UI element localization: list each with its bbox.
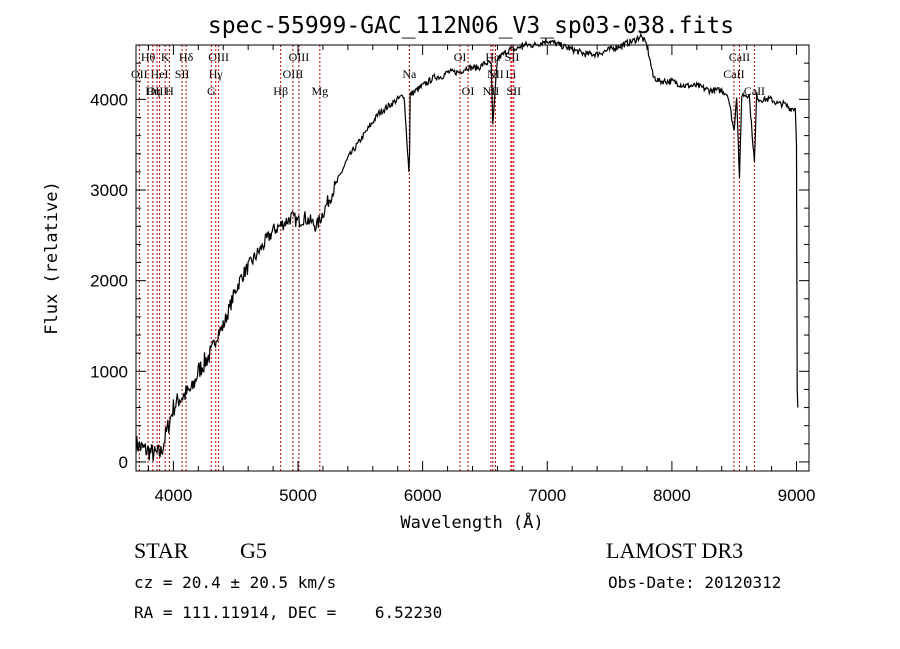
line-label: Hδ bbox=[179, 50, 194, 64]
y-axis-label: Flux (relative) bbox=[42, 181, 62, 335]
line-label: OIII bbox=[289, 50, 310, 64]
redshift-readout: cz = 20.4 ± 20.5 km/s bbox=[134, 573, 337, 592]
line-label: SII bbox=[505, 50, 520, 64]
flux-series-line bbox=[135, 32, 799, 462]
line-label: Na bbox=[402, 67, 417, 81]
line-label: NII bbox=[483, 84, 500, 98]
line-label: OI bbox=[454, 50, 467, 64]
x-tick-label: 4000 bbox=[154, 486, 192, 505]
line-label: Hθ bbox=[141, 50, 156, 64]
x-tick-label: 7000 bbox=[528, 486, 566, 505]
line-label: K bbox=[161, 50, 170, 64]
x-tick-label: 9000 bbox=[778, 486, 816, 505]
x-tick-label: 6000 bbox=[404, 486, 442, 505]
line-label: CaII bbox=[723, 67, 744, 81]
line-label: CaII bbox=[744, 84, 765, 98]
x-tick-label: 5000 bbox=[279, 486, 317, 505]
line-label: OIII bbox=[147, 84, 168, 98]
chart-title: spec-55999-GAC_112N06_V3_sp03-038.fits bbox=[208, 13, 734, 39]
line-label: OI bbox=[462, 84, 475, 98]
axis-ticks: 4000 5000 6000 7000 8000 9000 0 1000 2000 3000 400… bbox=[90, 45, 815, 505]
line-label: SII bbox=[175, 67, 190, 81]
line-label: Hη bbox=[145, 84, 160, 98]
y-tick-label: 4000 bbox=[90, 90, 128, 109]
line-label: H bbox=[165, 84, 174, 98]
line-label: OIII bbox=[283, 67, 304, 81]
object-class: STAR bbox=[134, 538, 189, 563]
y-tick-label: 0 bbox=[119, 453, 128, 472]
y-tick-label: 3000 bbox=[90, 181, 128, 200]
line-label: Hγ bbox=[209, 67, 224, 81]
line-label: G bbox=[207, 84, 216, 98]
line-label: OIII bbox=[208, 50, 229, 64]
coordinates: RA = 111.11914, DEC = 6.52230 bbox=[134, 603, 443, 622]
line-label: CaII bbox=[729, 50, 750, 64]
x-axis-label: Wavelength (Å) bbox=[400, 511, 543, 533]
x-tick-label: 8000 bbox=[653, 486, 691, 505]
y-tick-label: 2000 bbox=[90, 272, 128, 291]
line-label: SII bbox=[506, 84, 521, 98]
line-label: Hβ bbox=[273, 84, 288, 98]
plot-frame bbox=[135, 44, 810, 472]
line-label: Li bbox=[506, 67, 517, 81]
obs-date: Obs-Date: 20120312 bbox=[608, 573, 782, 592]
object-subclass: G5 bbox=[240, 538, 267, 563]
line-label: OII bbox=[131, 67, 148, 81]
line-label: Mg bbox=[311, 84, 328, 98]
y-tick-label: 1000 bbox=[90, 362, 128, 381]
survey-name: LAMOST DR3 bbox=[606, 538, 744, 563]
line-label: HeI bbox=[151, 67, 169, 81]
